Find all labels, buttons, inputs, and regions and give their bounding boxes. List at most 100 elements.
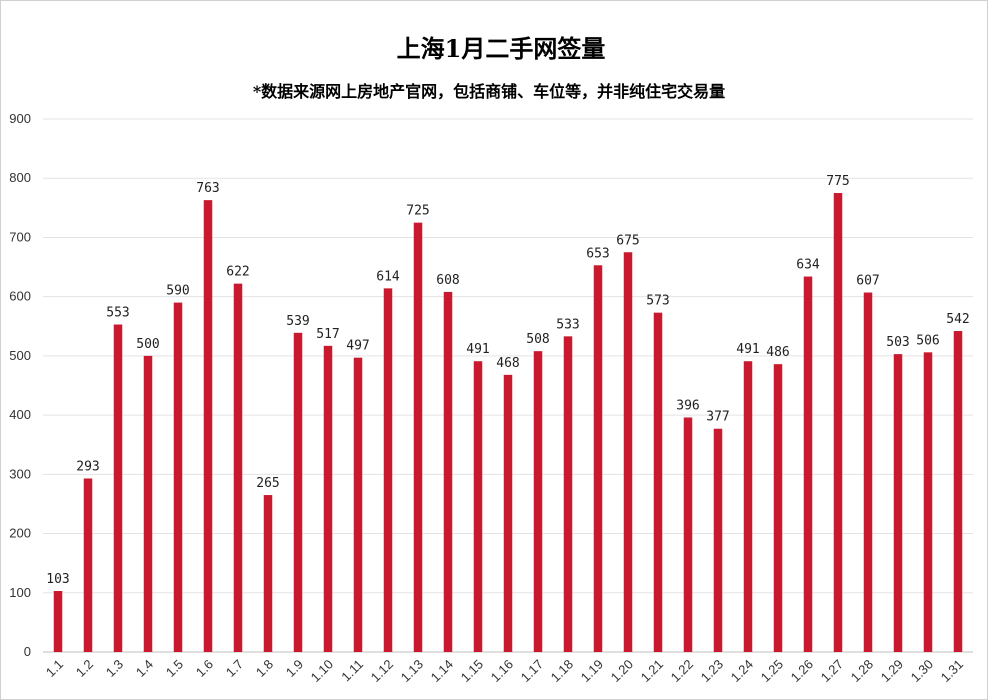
x-tick-label: 1.2 xyxy=(73,657,96,680)
x-tick-label: 1.16 xyxy=(488,657,517,686)
data-label: 634 xyxy=(796,258,820,273)
y-tick-label: 500 xyxy=(9,348,31,363)
x-tick-label: 1.24 xyxy=(728,657,757,686)
x-tick-label: 1.7 xyxy=(223,657,246,680)
data-label: 725 xyxy=(406,204,429,219)
x-tick-label: 1.29 xyxy=(878,657,907,686)
y-tick-label: 800 xyxy=(9,170,31,185)
data-label: 503 xyxy=(886,335,909,350)
bar xyxy=(683,417,693,652)
x-tick-label: 1.11 xyxy=(338,657,366,685)
bar xyxy=(923,352,933,652)
data-label: 542 xyxy=(946,312,969,327)
x-tick-label: 1.30 xyxy=(908,657,937,686)
bar xyxy=(653,312,663,652)
y-tick-label: 900 xyxy=(9,111,31,126)
x-tick-label: 1.18 xyxy=(548,657,577,686)
y-tick-label: 700 xyxy=(9,229,31,244)
data-label: 763 xyxy=(196,181,219,196)
bar xyxy=(833,193,843,652)
bar xyxy=(473,361,483,652)
data-label: 497 xyxy=(346,339,369,354)
data-label: 607 xyxy=(856,274,879,289)
data-label: 468 xyxy=(496,356,519,371)
bar xyxy=(263,495,273,652)
x-tick-label: 1.23 xyxy=(698,657,727,686)
x-tick-label: 1.21 xyxy=(638,657,667,686)
bar xyxy=(713,428,723,652)
bar xyxy=(443,291,453,652)
bar xyxy=(893,354,903,652)
data-label: 590 xyxy=(166,284,189,299)
data-label: 265 xyxy=(256,476,279,491)
data-label: 533 xyxy=(556,317,579,332)
data-label: 517 xyxy=(316,327,339,342)
bar xyxy=(503,374,513,652)
bar xyxy=(593,265,603,652)
bar xyxy=(773,364,783,652)
x-tick-label: 1.4 xyxy=(133,657,156,680)
bar xyxy=(233,283,243,652)
y-tick-label: 100 xyxy=(9,585,31,600)
bar xyxy=(173,302,183,652)
data-label: 491 xyxy=(736,342,759,357)
x-tick-label: 1.8 xyxy=(253,657,276,680)
bar xyxy=(623,252,633,652)
y-axis-ticks: 0 100 200 300 400 500 600 700 800 900 xyxy=(9,111,31,659)
bar xyxy=(533,351,543,652)
data-label: 506 xyxy=(916,333,939,348)
bar xyxy=(413,222,423,652)
bar xyxy=(743,361,753,652)
data-label: 675 xyxy=(616,233,639,248)
data-label: 553 xyxy=(106,306,129,321)
bar xyxy=(353,357,363,652)
x-tick-label: 1.27 xyxy=(818,657,847,686)
data-label: 775 xyxy=(826,174,849,189)
bar xyxy=(953,331,963,652)
bar xyxy=(113,324,123,652)
chart-subtitle: *数据来源网上房地产官网，包括商铺、车位等，并非纯住宅交易量 xyxy=(253,82,725,101)
data-label: 396 xyxy=(676,398,699,413)
bars xyxy=(53,193,963,652)
y-tick-label: 400 xyxy=(9,407,31,422)
x-tick-label: 1.9 xyxy=(283,657,306,680)
chart-title: 上海1月二手网签量 xyxy=(397,34,606,63)
y-tick-label: 200 xyxy=(9,526,31,541)
x-tick-label: 1.1 xyxy=(43,657,66,680)
x-tick-label: 1.10 xyxy=(308,657,337,686)
data-label: 573 xyxy=(646,294,669,309)
bar xyxy=(803,276,813,652)
bar xyxy=(383,288,393,652)
x-tick-label: 1.12 xyxy=(368,657,397,686)
x-tick-label: 1.25 xyxy=(758,657,787,686)
data-label: 377 xyxy=(706,410,729,425)
x-tick-label: 1.6 xyxy=(193,657,216,680)
data-label: 500 xyxy=(136,337,159,352)
bar xyxy=(203,200,213,652)
bar xyxy=(293,332,303,652)
bar xyxy=(863,292,873,652)
data-label: 508 xyxy=(526,332,549,347)
x-tick-label: 1.28 xyxy=(848,657,877,686)
bar xyxy=(143,355,153,652)
x-tick-label: 1.14 xyxy=(428,657,457,686)
data-label: 622 xyxy=(226,265,249,280)
y-tick-label: 300 xyxy=(9,466,31,481)
x-axis-ticks: 1.1 1.2 1.3 1.4 1.5 1.6 1.7 1.8 1.9 1.10 1.11 1.12 1… xyxy=(43,657,966,686)
y-tick-label: 0 xyxy=(24,644,31,659)
data-label: 103 xyxy=(46,572,69,587)
x-tick-label: 1.3 xyxy=(103,657,126,680)
x-tick-label: 1.26 xyxy=(788,657,817,686)
data-label: 653 xyxy=(586,246,609,261)
x-tick-label: 1.19 xyxy=(578,657,607,686)
bar xyxy=(53,591,63,652)
bar xyxy=(323,345,333,652)
data-labels: 103 293 553 500 590 763 622 265 539 517 497 614 725 6… xyxy=(46,174,969,587)
x-tick-label: 1.17 xyxy=(518,657,547,686)
x-tick-label: 1.20 xyxy=(608,657,637,686)
x-tick-label: 1.5 xyxy=(163,657,186,680)
bar xyxy=(563,336,573,652)
data-label: 491 xyxy=(466,342,489,357)
